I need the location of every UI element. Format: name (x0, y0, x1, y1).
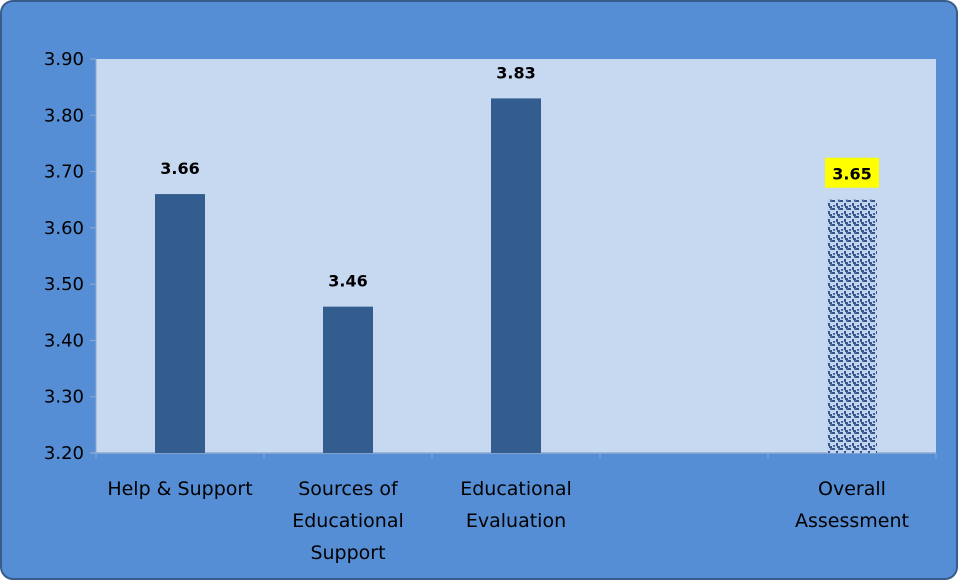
category-label: Educational (292, 510, 404, 532)
category-label: Sources of (298, 478, 399, 500)
y-axis-ticks: 3.20 3.30 3.40 3.50 3.60 3.70 3.80 3.90 (44, 49, 96, 464)
y-tick-label: 3.80 (44, 105, 84, 126)
bar (491, 98, 541, 454)
y-tick-label: 3.60 (44, 218, 84, 239)
data-label: 3.46 (328, 272, 367, 291)
data-labels: 3.66 3.46 3.83 3.65 (160, 63, 879, 291)
y-tick-label: 3.50 (44, 274, 84, 295)
y-tick-label: 3.90 (44, 49, 84, 70)
category-label: Assessment (795, 510, 909, 532)
data-label: 3.83 (496, 63, 535, 82)
highlight-label-background (825, 157, 879, 188)
y-tick-label: 3.40 (44, 330, 84, 351)
y-tick-label: 3.30 (44, 387, 84, 408)
bar (323, 306, 373, 453)
category-label: Help & Support (107, 478, 252, 500)
category-label: Educational (460, 478, 572, 500)
bar-series (155, 98, 877, 454)
category-label: Overall (818, 478, 886, 500)
data-label: 3.65 (832, 165, 871, 184)
x-axis-ticks (95, 453, 937, 459)
data-label: 3.66 (160, 159, 199, 178)
category-labels: Help & Support Sources of Educational Suppo… (107, 478, 909, 564)
bar (155, 194, 205, 454)
category-label: Support (310, 542, 385, 564)
y-tick-label: 3.20 (44, 443, 84, 464)
y-tick-label: 3.70 (44, 162, 84, 183)
category-label: Evaluation (466, 510, 566, 532)
bar (827, 199, 877, 453)
